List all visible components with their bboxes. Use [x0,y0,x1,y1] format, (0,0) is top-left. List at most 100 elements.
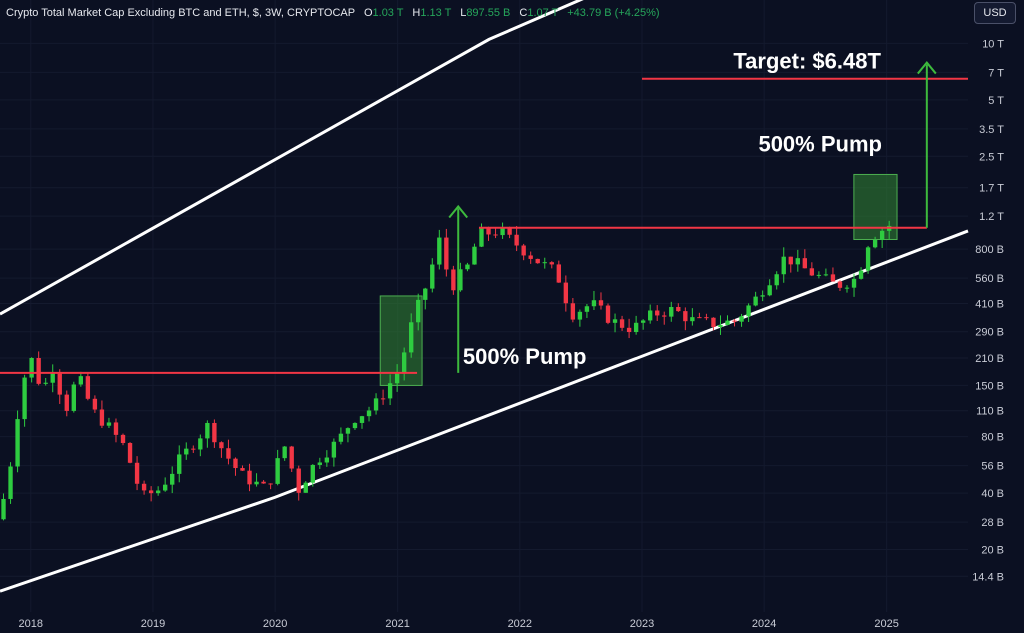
candle-down [296,468,301,493]
high-label: H [412,7,421,19]
candle-up [331,441,337,458]
y-tick-label: 40 B [981,488,1004,500]
candle-up [43,382,48,384]
box-layer [379,173,898,386]
candle-up [275,458,280,484]
candle-down [486,228,491,235]
open-value: 1.03 T [372,7,404,19]
x-axis[interactable]: 2018 2019 2020 2021 2022 2023 2024 2025 [19,618,899,630]
candle-down [85,376,91,399]
candle-down [605,305,611,323]
candle-down [556,264,561,283]
candle-up [430,264,435,289]
candle-down [711,317,716,327]
candle-up [718,324,723,327]
candle-up [816,274,822,276]
candle-up [725,320,730,325]
candle-up [479,228,484,247]
candle-up [317,462,323,465]
symbol-title[interactable]: Crypto Total Market Cap Excluding BTC an… [6,7,355,19]
candle-up [29,357,34,378]
candle-up [760,295,765,297]
candle-down [809,268,815,276]
candle-up [851,278,857,288]
candle-down [127,443,133,463]
candle-up [739,316,744,322]
candle-up [767,285,772,296]
x-tick-label: 2020 [263,618,287,630]
close-value: 1.07 T [527,7,559,19]
annotation-label: 500% Pump [463,344,586,369]
candle-up [15,419,20,467]
annotation-label: Target: $6.48T [733,48,881,73]
candle-up [823,274,829,276]
y-tick-label: 3.5 T [979,124,1004,136]
candle-up [22,377,27,420]
candle-up [865,247,871,271]
candle-up [303,482,308,493]
candle-down [380,398,386,400]
candle-down [247,470,252,485]
candle-up [746,305,751,317]
candle-down [64,394,69,411]
candle-down [148,490,154,494]
candle-down [226,448,231,459]
candle-down [788,256,793,265]
candle-down [134,462,140,484]
grid-layer [0,0,968,612]
candle-up [78,376,84,385]
candle-down [191,448,196,450]
channel-layer [0,0,969,593]
candle-down [141,483,147,491]
candle-down [514,234,519,246]
candle-up [338,433,344,442]
candle-up [423,288,428,300]
y-tick-label: 7 T [988,67,1004,79]
candle-up [669,307,674,317]
x-tick-label: 2018 [19,618,43,630]
candle-down [493,234,498,236]
currency-button[interactable]: USD [974,2,1016,24]
candle-up [633,322,639,333]
chart-header: Crypto Total Market Cap Excluding BTC an… [6,7,660,19]
candle-down [92,398,98,410]
candle-down [697,317,702,319]
y-axis[interactable]: 10 T 7 T 5 T 3.5 T 2.5 T 1.7 T 1.2 T 800 B 560 B… [972,38,1004,583]
candle-up [163,484,168,491]
candle-up [591,300,597,307]
candle-down [802,258,808,269]
candle-layer [1,220,892,521]
y-tick-label: 1.7 T [979,183,1004,195]
candle-up [858,270,864,279]
y-tick-label: 560 B [975,273,1004,285]
candle-up [352,422,358,429]
x-tick-label: 2025 [874,618,898,630]
y-tick-label: 410 B [975,299,1004,311]
candle-up [198,438,203,450]
candle-down [704,317,709,319]
candle-up [394,373,400,384]
candle-up [106,422,112,426]
y-tick-label: 800 B [975,244,1004,256]
high-value: 1.13 T [420,7,452,19]
candle-down [830,274,836,282]
candle-up [774,274,779,286]
candle-up [844,287,850,289]
level-layer [0,77,968,374]
candle-down [676,307,681,312]
candle-up [458,269,463,291]
candle-down [563,282,569,304]
change-value: +43.79 B (+4.25%) [567,7,660,19]
candle-down [570,303,576,320]
candle-down [233,458,238,469]
candle-up [753,296,758,306]
y-tick-label: 1.2 T [979,211,1004,223]
candle-up [155,490,161,494]
candle-down [549,262,554,265]
candle-down [655,310,660,316]
candle-up [170,473,175,485]
candle-down [521,245,526,256]
candle-down [120,434,126,444]
candle-up [795,258,800,265]
